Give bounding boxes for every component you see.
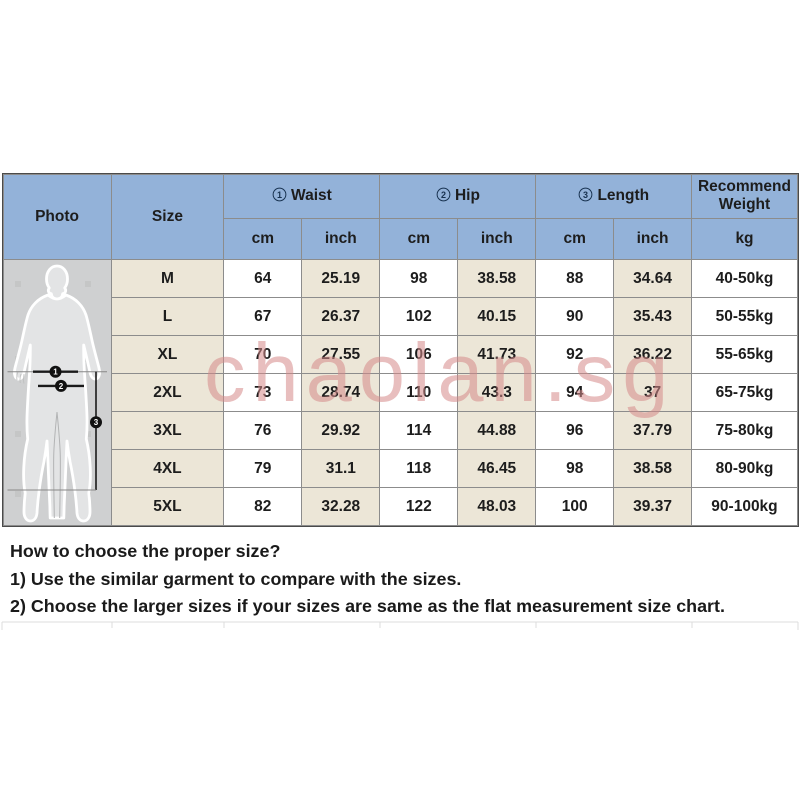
svg-text:1: 1 xyxy=(277,190,282,200)
svg-text:1: 1 xyxy=(53,367,58,376)
svg-text:3: 3 xyxy=(583,190,588,200)
svg-text:2: 2 xyxy=(59,381,64,390)
svg-text:2: 2 xyxy=(441,190,446,200)
svg-text:3: 3 xyxy=(94,418,99,427)
